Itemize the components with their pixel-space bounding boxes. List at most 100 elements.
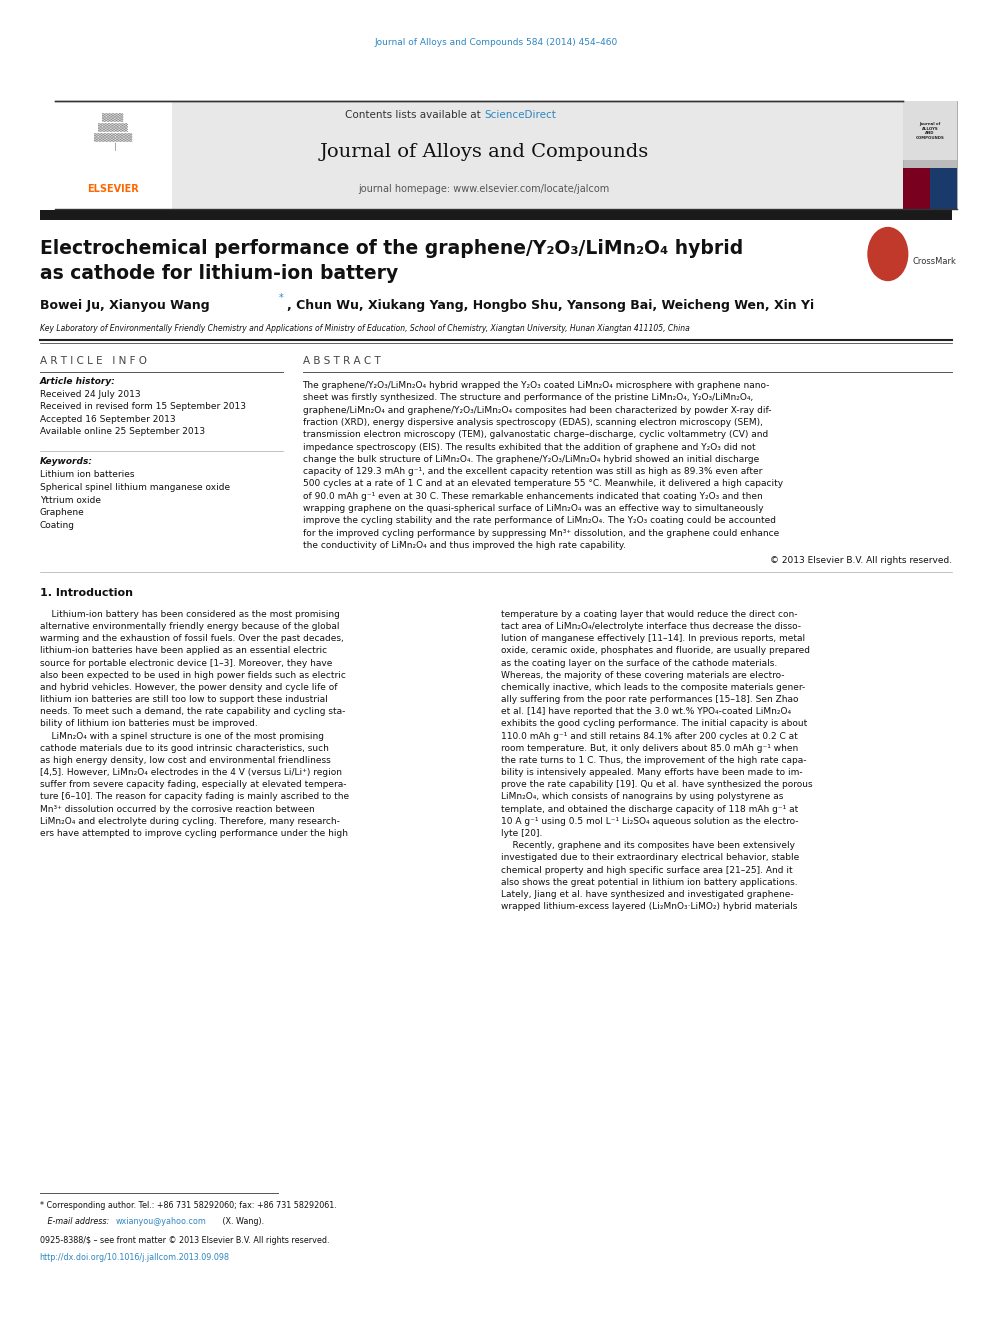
Text: Article history:: Article history:	[40, 377, 115, 385]
Text: ▒▒▒▒▒
▒▒▒▒▒▒▒
▒▒▒▒▒▒▒▒▒
 │: ▒▒▒▒▒ ▒▒▒▒▒▒▒ ▒▒▒▒▒▒▒▒▒ │	[94, 114, 132, 151]
Text: The graphene/Y₂O₃/LiMn₂O₄ hybrid wrapped the Y₂O₃ coated LiMn₂O₄ microsphere wit: The graphene/Y₂O₃/LiMn₂O₄ hybrid wrapped…	[303, 381, 770, 390]
Text: prove the rate capability [19]. Qu et al. have synthesized the porous: prove the rate capability [19]. Qu et al…	[501, 781, 812, 790]
Text: the conductivity of LiMn₂O₄ and thus improved the high rate capability.: the conductivity of LiMn₂O₄ and thus imp…	[303, 541, 625, 550]
Text: impedance spectroscopy (EIS). The results exhibited that the addition of graphen: impedance spectroscopy (EIS). The result…	[303, 442, 755, 451]
Text: A R T I C L E   I N F O: A R T I C L E I N F O	[40, 356, 147, 366]
Text: room temperature. But, it only delivers about 85.0 mAh g⁻¹ when: room temperature. But, it only delivers …	[501, 744, 799, 753]
Text: wxianyou@yahoo.com: wxianyou@yahoo.com	[116, 1217, 207, 1225]
FancyBboxPatch shape	[55, 101, 172, 209]
FancyBboxPatch shape	[930, 168, 957, 209]
Text: sheet was firstly synthesized. The structure and performance of the pristine LiM: sheet was firstly synthesized. The struc…	[303, 393, 753, 402]
Text: ally suffering from the poor rate performances [15–18]. Sen Zhao: ally suffering from the poor rate perfor…	[501, 695, 799, 704]
Text: alternative environmentally friendly energy because of the global: alternative environmentally friendly ene…	[40, 622, 339, 631]
Text: also shows the great potential in lithium ion battery applications.: also shows the great potential in lithiu…	[501, 877, 798, 886]
Text: cathode materials due to its good intrinsic characteristics, such: cathode materials due to its good intrin…	[40, 744, 328, 753]
Text: ture [6–10]. The reason for capacity fading is mainly ascribed to the: ture [6–10]. The reason for capacity fad…	[40, 792, 349, 802]
Text: Whereas, the majority of these covering materials are electro-: Whereas, the majority of these covering …	[501, 671, 785, 680]
Text: ers have attempted to improve cycling performance under the high: ers have attempted to improve cycling pe…	[40, 830, 347, 837]
Text: et al. [14] have reported that the 3.0 wt.% YPO₄-coated LiMn₂O₄: et al. [14] have reported that the 3.0 w…	[501, 708, 791, 716]
Text: the rate turns to 1 C. Thus, the improvement of the high rate capa-: the rate turns to 1 C. Thus, the improve…	[501, 755, 806, 765]
Text: capacity of 129.3 mAh g⁻¹, and the excellent capacity retention was still as hig: capacity of 129.3 mAh g⁻¹, and the excel…	[303, 467, 762, 476]
Text: lithium ion batteries are still too low to support these industrial: lithium ion batteries are still too low …	[40, 695, 327, 704]
Text: Accepted 16 September 2013: Accepted 16 September 2013	[40, 415, 176, 423]
Text: Recently, graphene and its composites have been extensively: Recently, graphene and its composites ha…	[501, 841, 795, 851]
Text: CrossMark: CrossMark	[913, 258, 956, 266]
Text: improve the cycling stability and the rate performance of LiMn₂O₄. The Y₂O₃ coat: improve the cycling stability and the ra…	[303, 516, 776, 525]
Text: graphene/LiMn₂O₄ and graphene/Y₂O₃/LiMn₂O₄ composites had been characterized by : graphene/LiMn₂O₄ and graphene/Y₂O₃/LiMn₂…	[303, 406, 771, 414]
Text: Bowei Ju, Xianyou Wang: Bowei Ju, Xianyou Wang	[40, 299, 209, 312]
Text: lution of manganese effectively [11–14]. In previous reports, metal: lution of manganese effectively [11–14].…	[501, 634, 806, 643]
Circle shape	[868, 228, 908, 280]
Text: as cathode for lithium-ion battery: as cathode for lithium-ion battery	[40, 265, 398, 283]
Text: Received 24 July 2013: Received 24 July 2013	[40, 390, 140, 398]
Text: , Chun Wu, Xiukang Yang, Hongbo Shu, Yansong Bai, Weicheng Wen, Xin Yi: , Chun Wu, Xiukang Yang, Hongbo Shu, Yan…	[287, 299, 813, 312]
Text: for the improved cycling performance by suppressing Mn³⁺ dissolution, and the gr: for the improved cycling performance by …	[303, 529, 779, 537]
Text: suffer from severe capacity fading, especially at elevated tempera-: suffer from severe capacity fading, espe…	[40, 781, 346, 790]
Text: * Corresponding author. Tel.: +86 731 58292060; fax: +86 731 58292061.: * Corresponding author. Tel.: +86 731 58…	[40, 1201, 336, 1209]
Text: wrapping graphene on the quasi-spherical surface of LiMn₂O₄ was an effective way: wrapping graphene on the quasi-spherical…	[303, 504, 763, 513]
FancyBboxPatch shape	[55, 101, 903, 209]
Text: warming and the exhaustion of fossil fuels. Over the past decades,: warming and the exhaustion of fossil fue…	[40, 634, 343, 643]
Text: Journal of Alloys and Compounds 584 (2014) 454–460: Journal of Alloys and Compounds 584 (201…	[374, 38, 618, 46]
Text: Lithium-ion battery has been considered as the most promising: Lithium-ion battery has been considered …	[40, 610, 339, 619]
Text: Lately, Jiang et al. have synthesized and investigated graphene-: Lately, Jiang et al. have synthesized an…	[501, 890, 794, 898]
Text: chemically inactive, which leads to the composite materials gener-: chemically inactive, which leads to the …	[501, 683, 806, 692]
Text: A B S T R A C T: A B S T R A C T	[303, 356, 380, 366]
Text: wrapped lithium-excess layered (Li₂MnO₃·LiMO₂) hybrid materials: wrapped lithium-excess layered (Li₂MnO₃·…	[501, 902, 798, 912]
Text: © 2013 Elsevier B.V. All rights reserved.: © 2013 Elsevier B.V. All rights reserved…	[770, 556, 952, 565]
Text: template, and obtained the discharge capacity of 118 mAh g⁻¹ at: template, and obtained the discharge cap…	[501, 804, 799, 814]
Text: exhibits the good cycling performance. The initial capacity is about: exhibits the good cycling performance. T…	[501, 720, 807, 729]
Text: 110.0 mAh g⁻¹ and still retains 84.1% after 200 cycles at 0.2 C at: 110.0 mAh g⁻¹ and still retains 84.1% af…	[501, 732, 798, 741]
Text: bility of lithium ion batteries must be improved.: bility of lithium ion batteries must be …	[40, 720, 258, 729]
Text: lyte [20].: lyte [20].	[501, 830, 543, 837]
Text: as high energy density, low cost and environmental friendliness: as high energy density, low cost and env…	[40, 755, 330, 765]
Text: lithium-ion batteries have been applied as an essential electric: lithium-ion batteries have been applied …	[40, 647, 326, 655]
Text: transmission electron microscopy (TEM), galvanostatic charge–discharge, cyclic v: transmission electron microscopy (TEM), …	[303, 430, 768, 439]
Text: [4,5]. However, LiMn₂O₄ electrodes in the 4 V (versus Li/Li⁺) region: [4,5]. However, LiMn₂O₄ electrodes in th…	[40, 769, 341, 777]
Text: journal homepage: www.elsevier.com/locate/jalcom: journal homepage: www.elsevier.com/locat…	[358, 184, 610, 194]
Text: change the bulk structure of LiMn₂O₄. The graphene/Y₂O₃/LiMn₂O₄ hybrid showed an: change the bulk structure of LiMn₂O₄. Th…	[303, 455, 759, 464]
Text: of 90.0 mAh g⁻¹ even at 30 C. These remarkable enhancements indicated that coati: of 90.0 mAh g⁻¹ even at 30 C. These rema…	[303, 492, 762, 501]
Text: Contents lists available at: Contents lists available at	[345, 110, 484, 120]
Text: Journal of
ALLOYS
AND
COMPOUNDS: Journal of ALLOYS AND COMPOUNDS	[916, 122, 944, 140]
Text: tact area of LiMn₂O₄/electrolyte interface thus decrease the disso-: tact area of LiMn₂O₄/electrolyte interfa…	[501, 622, 801, 631]
Text: 1. Introduction: 1. Introduction	[40, 587, 133, 598]
Text: ELSEVIER: ELSEVIER	[87, 184, 139, 194]
Text: temperature by a coating layer that would reduce the direct con-: temperature by a coating layer that woul…	[501, 610, 798, 619]
Text: 0925-8388/$ – see front matter © 2013 Elsevier B.V. All rights reserved.: 0925-8388/$ – see front matter © 2013 El…	[40, 1236, 329, 1245]
Text: Received in revised form 15 September 2013: Received in revised form 15 September 20…	[40, 402, 246, 411]
Text: LiMn₂O₄, which consists of nanograins by using polystyrene as: LiMn₂O₄, which consists of nanograins by…	[501, 792, 784, 802]
Text: Electrochemical performance of the graphene/Y₂O₃/LiMn₂O₄ hybrid: Electrochemical performance of the graph…	[40, 239, 743, 258]
Text: ✓: ✓	[883, 247, 893, 261]
Text: Keywords:: Keywords:	[40, 458, 92, 466]
FancyBboxPatch shape	[40, 210, 952, 220]
Text: http://dx.doi.org/10.1016/j.jallcom.2013.09.098: http://dx.doi.org/10.1016/j.jallcom.2013…	[40, 1253, 230, 1262]
FancyBboxPatch shape	[903, 168, 930, 209]
Text: investigated due to their extraordinary electrical behavior, stable: investigated due to their extraordinary …	[501, 853, 800, 863]
Text: LiMn₂O₄ with a spinel structure is one of the most promising: LiMn₂O₄ with a spinel structure is one o…	[40, 732, 323, 741]
Text: needs. To meet such a demand, the rate capability and cycling sta-: needs. To meet such a demand, the rate c…	[40, 708, 345, 716]
Text: Mn³⁺ dissolution occurred by the corrosive reaction between: Mn³⁺ dissolution occurred by the corrosi…	[40, 804, 314, 814]
Text: 10 A g⁻¹ using 0.5 mol L⁻¹ Li₂SO₄ aqueous solution as the electro-: 10 A g⁻¹ using 0.5 mol L⁻¹ Li₂SO₄ aqueou…	[501, 816, 799, 826]
Text: Graphene: Graphene	[40, 508, 84, 517]
Text: ScienceDirect: ScienceDirect	[484, 110, 556, 120]
Text: as the coating layer on the surface of the cathode materials.: as the coating layer on the surface of t…	[501, 659, 777, 668]
Text: Coating: Coating	[40, 521, 74, 529]
Text: and hybrid vehicles. However, the power density and cycle life of: and hybrid vehicles. However, the power …	[40, 683, 337, 692]
Text: Lithium ion batteries: Lithium ion batteries	[40, 471, 134, 479]
FancyBboxPatch shape	[903, 101, 957, 160]
Text: 500 cycles at a rate of 1 C and at an elevated temperature 55 °C. Meanwhile, it : 500 cycles at a rate of 1 C and at an el…	[303, 479, 783, 488]
Text: Available online 25 September 2013: Available online 25 September 2013	[40, 427, 204, 437]
Text: fraction (XRD), energy dispersive analysis spectroscopy (EDAS), scanning electro: fraction (XRD), energy dispersive analys…	[303, 418, 763, 427]
Text: also been expected to be used in high power fields such as electric: also been expected to be used in high po…	[40, 671, 345, 680]
Text: (X. Wang).: (X. Wang).	[220, 1217, 264, 1225]
Text: oxide, ceramic oxide, phosphates and fluoride, are usually prepared: oxide, ceramic oxide, phosphates and flu…	[501, 647, 809, 655]
Text: Key Laboratory of Environmentally Friendly Chemistry and Applications of Ministr: Key Laboratory of Environmentally Friend…	[40, 324, 689, 332]
Text: Journal of Alloys and Compounds: Journal of Alloys and Compounds	[319, 143, 649, 161]
Text: source for portable electronic device [1–3]. Moreover, they have: source for portable electronic device [1…	[40, 659, 332, 668]
Text: Yttrium oxide: Yttrium oxide	[40, 496, 100, 504]
Text: Spherical spinel lithium manganese oxide: Spherical spinel lithium manganese oxide	[40, 483, 230, 492]
Text: chemical property and high specific surface area [21–25]. And it: chemical property and high specific surf…	[501, 865, 793, 875]
Text: bility is intensively appealed. Many efforts have been made to im-: bility is intensively appealed. Many eff…	[501, 769, 803, 777]
Text: LiMn₂O₄ and electrolyte during cycling. Therefore, many research-: LiMn₂O₄ and electrolyte during cycling. …	[40, 816, 339, 826]
